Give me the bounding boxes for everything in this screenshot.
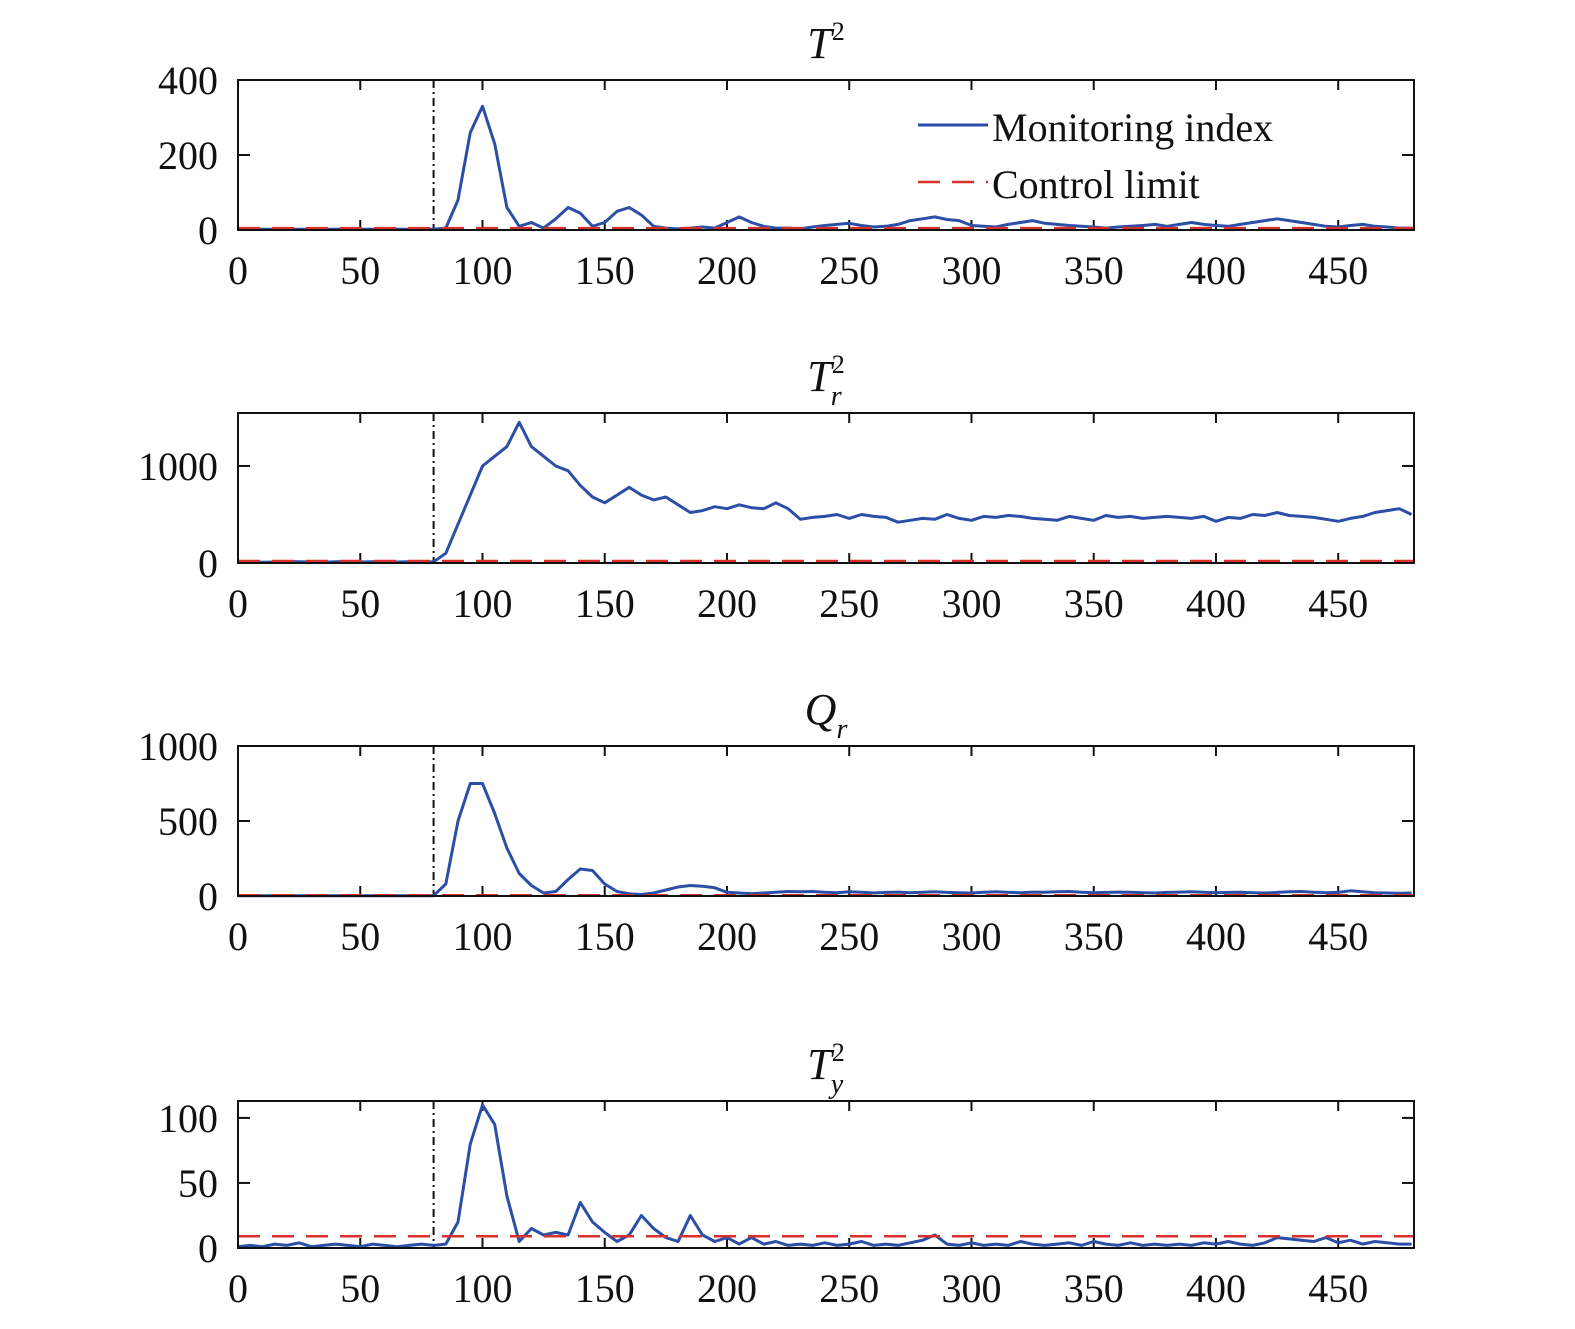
axes-frame <box>237 745 1415 897</box>
x-tick-label: 250 <box>819 1266 879 1311</box>
title-main: T <box>807 352 835 401</box>
y-tick-label: 0 <box>198 541 218 586</box>
x-tick-label: 100 <box>452 581 512 626</box>
x-tick-label: 200 <box>697 914 757 959</box>
panel-title: Qr <box>805 685 848 745</box>
x-tick-label: 450 <box>1308 1266 1368 1311</box>
x-tick-label: 50 <box>340 1266 380 1311</box>
x-tick-label: 450 <box>1308 914 1368 959</box>
x-tick-label: 200 <box>697 1266 757 1311</box>
x-tick-label: 350 <box>1064 581 1124 626</box>
title-sup: 2 <box>832 350 845 379</box>
x-tick-label: 250 <box>819 914 879 959</box>
y-tick-label: 500 <box>158 799 218 844</box>
x-tick-label: 200 <box>697 248 757 293</box>
title-main: T <box>807 1040 835 1089</box>
y-tick-label: 1000 <box>138 724 218 769</box>
monitoring-line <box>237 420 1413 564</box>
x-tick-label: 150 <box>575 1266 635 1311</box>
x-tick-label: 450 <box>1308 248 1368 293</box>
x-tick-label: 0 <box>228 914 248 959</box>
panel: T2 0 200 400 0 50 100 150 200 250 300 350 400 450 Moni… <box>158 17 1415 293</box>
legend-label: Control limit <box>992 162 1200 207</box>
axes-frame <box>237 79 1415 231</box>
x-tick-label: 300 <box>941 914 1001 959</box>
x-tick-label: 0 <box>228 1266 248 1311</box>
x-tick-label: 100 <box>452 248 512 293</box>
panel: T2 r 0 1000 0 50 100 150 200 250 300 350 400 450 <box>138 350 1415 626</box>
title-sup: 2 <box>832 1038 845 1067</box>
legend-label: Monitoring index <box>992 105 1273 150</box>
x-tick-label: 50 <box>340 248 380 293</box>
y-tick-label: 1000 <box>138 444 218 489</box>
x-tick-label: 400 <box>1186 1266 1246 1311</box>
x-tick-label: 0 <box>228 248 248 293</box>
monitoring-line <box>237 1103 1412 1249</box>
x-tick-label: 450 <box>1308 581 1368 626</box>
panel: T2 y 0 50 100 0 50 100 150 200 250 300 350 400 450 <box>158 1038 1415 1311</box>
title-sub: y <box>828 1069 844 1100</box>
axes-frame <box>237 1100 1415 1249</box>
x-tick-label: 150 <box>575 581 635 626</box>
title-sup: 2 <box>832 17 845 46</box>
y-tick-label: 50 <box>178 1161 218 1206</box>
axes-frame <box>237 412 1415 564</box>
x-tick-label: 350 <box>1064 248 1124 293</box>
x-tick-label: 350 <box>1064 1266 1124 1311</box>
panel-title: T2 r <box>807 350 844 412</box>
x-tick-label: 50 <box>340 914 380 959</box>
y-tick-label: 0 <box>198 1226 218 1271</box>
x-tick-label: 150 <box>575 914 635 959</box>
x-tick-label: 300 <box>941 1266 1001 1311</box>
x-tick-label: 400 <box>1186 581 1246 626</box>
x-tick-label: 300 <box>941 248 1001 293</box>
x-tick-label: 250 <box>819 248 879 293</box>
title-main: Q <box>805 685 837 734</box>
title-main: T <box>807 19 835 68</box>
x-tick-label: 100 <box>452 1266 512 1311</box>
monitoring-line <box>238 782 1412 898</box>
x-tick-label: 350 <box>1064 914 1124 959</box>
x-tick-label: 400 <box>1186 914 1246 959</box>
y-tick-label: 100 <box>158 1096 218 1141</box>
y-tick-label: 0 <box>198 208 218 253</box>
title-sub: r <box>836 714 847 745</box>
y-tick-label: 0 <box>198 874 218 919</box>
y-tick-label: 400 <box>158 58 218 103</box>
x-tick-label: 250 <box>819 581 879 626</box>
x-tick-label: 300 <box>941 581 1001 626</box>
x-tick-label: 50 <box>340 581 380 626</box>
y-tick-label: 200 <box>158 133 218 178</box>
panel-title: T2 y <box>807 1038 844 1100</box>
panel: Qr 0 500 1000 0 50 100 150 200 250 300 350 400 450 <box>138 685 1415 959</box>
title-sub: r <box>831 381 842 412</box>
x-tick-label: 100 <box>452 914 512 959</box>
x-tick-label: 0 <box>228 581 248 626</box>
x-tick-label: 400 <box>1186 248 1246 293</box>
panel-title: T2 <box>807 17 844 68</box>
x-tick-label: 200 <box>697 581 757 626</box>
x-tick-label: 150 <box>575 248 635 293</box>
